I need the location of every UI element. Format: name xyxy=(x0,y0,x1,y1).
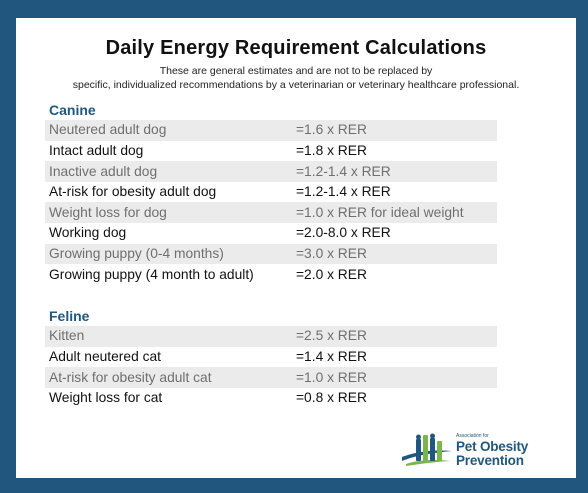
feline-heading: Feline xyxy=(49,308,90,324)
row-label: Adult neutered cat xyxy=(49,348,161,364)
table-row: Weight loss for cat =0.8 x RER xyxy=(45,388,497,409)
table-row: At-risk for obesity adult cat =1.0 x RER xyxy=(45,367,497,388)
row-value: =2.0-8.0 x RER xyxy=(296,225,391,241)
row-label: Neutered adult dog xyxy=(49,122,167,138)
row-value: =3.0 x RER xyxy=(296,245,367,261)
table-row: Growing puppy (0-4 months) =3.0 x RER xyxy=(45,243,497,265)
table-row: Working dog =2.0-8.0 x RER xyxy=(45,223,497,244)
table-row: Neutered adult dog =1.6 x RER xyxy=(45,120,497,141)
table-row: Weight loss for dog =1.0 x RER for ideal… xyxy=(45,202,497,223)
canine-table: Neutered adult dog =1.6 x RER Intact adu… xyxy=(45,120,497,285)
logo-line-2: Prevention xyxy=(456,453,524,468)
logo-small-text: Association for xyxy=(456,433,489,439)
row-value: =1.8 x RER xyxy=(296,142,367,158)
table-row: At-risk for obesity adult dog =1.2-1.4 x… xyxy=(45,182,497,203)
row-value: =2.0 x RER xyxy=(296,266,367,282)
row-value: =1.4 x RER xyxy=(296,348,367,364)
subtitle-line-2: specific, individualized recommendations… xyxy=(72,79,520,91)
feline-table: Kitten =2.5 x RER Adult neutered cat =1.… xyxy=(45,326,497,408)
table-row: Inactive adult dog =1.2-1.4 x RER xyxy=(45,161,497,182)
row-value: =1.2-1.4 x RER xyxy=(296,163,391,179)
document-card: Daily Energy Requirement Calculations Th… xyxy=(16,18,576,478)
page-title: Daily Energy Requirement Calculations xyxy=(105,37,487,59)
row-label: Intact adult dog xyxy=(49,142,144,158)
logo-line-1: Pet Obesity xyxy=(456,439,529,454)
row-label: Weight loss for cat xyxy=(49,390,163,406)
row-label: Working dog xyxy=(49,225,127,241)
row-value: =1.2-1.4 x RER xyxy=(296,184,391,200)
row-value: =1.0 x RER for ideal weight xyxy=(296,204,464,220)
table-row: Intact adult dog =1.8 x RER xyxy=(45,141,497,162)
apop-logo: Association for Pet Obesity Prevention xyxy=(400,425,560,473)
row-label: Inactive adult dog xyxy=(49,163,158,179)
table-row: Kitten =2.5 x RER xyxy=(45,326,497,347)
table-row: Growing puppy (4 month to adult) =2.0 x … xyxy=(45,264,497,285)
row-label: Growing puppy (0-4 months) xyxy=(49,245,224,261)
row-label: Kitten xyxy=(49,328,85,344)
row-label: Weight loss for dog xyxy=(49,204,167,220)
row-label: Growing puppy (4 month to adult) xyxy=(49,266,254,282)
row-label: At-risk for obesity adult cat xyxy=(49,369,212,385)
row-label: At-risk for obesity adult dog xyxy=(49,184,217,200)
row-value: =1.6 x RER xyxy=(296,122,367,138)
canine-heading: Canine xyxy=(49,102,96,118)
row-value: =2.5 x RER xyxy=(296,328,367,344)
pets-silhouette-icon xyxy=(402,433,452,466)
subtitle-line-1: These are general estimates and are not … xyxy=(159,65,433,77)
row-value: =0.8 x RER xyxy=(296,390,367,406)
table-row: Adult neutered cat =1.4 x RER xyxy=(45,347,497,368)
row-value: =1.0 x RER xyxy=(296,369,367,385)
